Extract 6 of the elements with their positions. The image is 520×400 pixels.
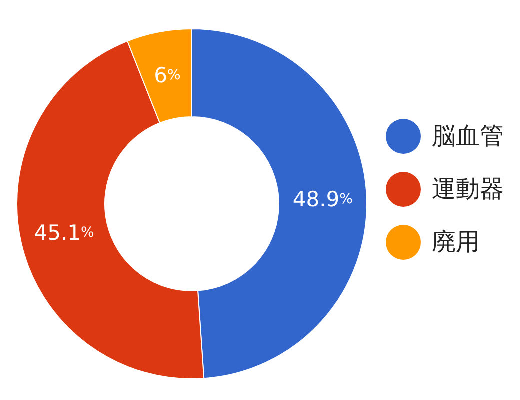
data-label: 6%	[154, 63, 181, 88]
legend-label: 廃用	[432, 227, 480, 257]
data-label: 45.1%	[34, 220, 94, 245]
data-label: 48.9%	[292, 187, 353, 212]
legend-label: 脳血管	[432, 121, 504, 151]
legend-label: 運動器	[432, 174, 504, 204]
